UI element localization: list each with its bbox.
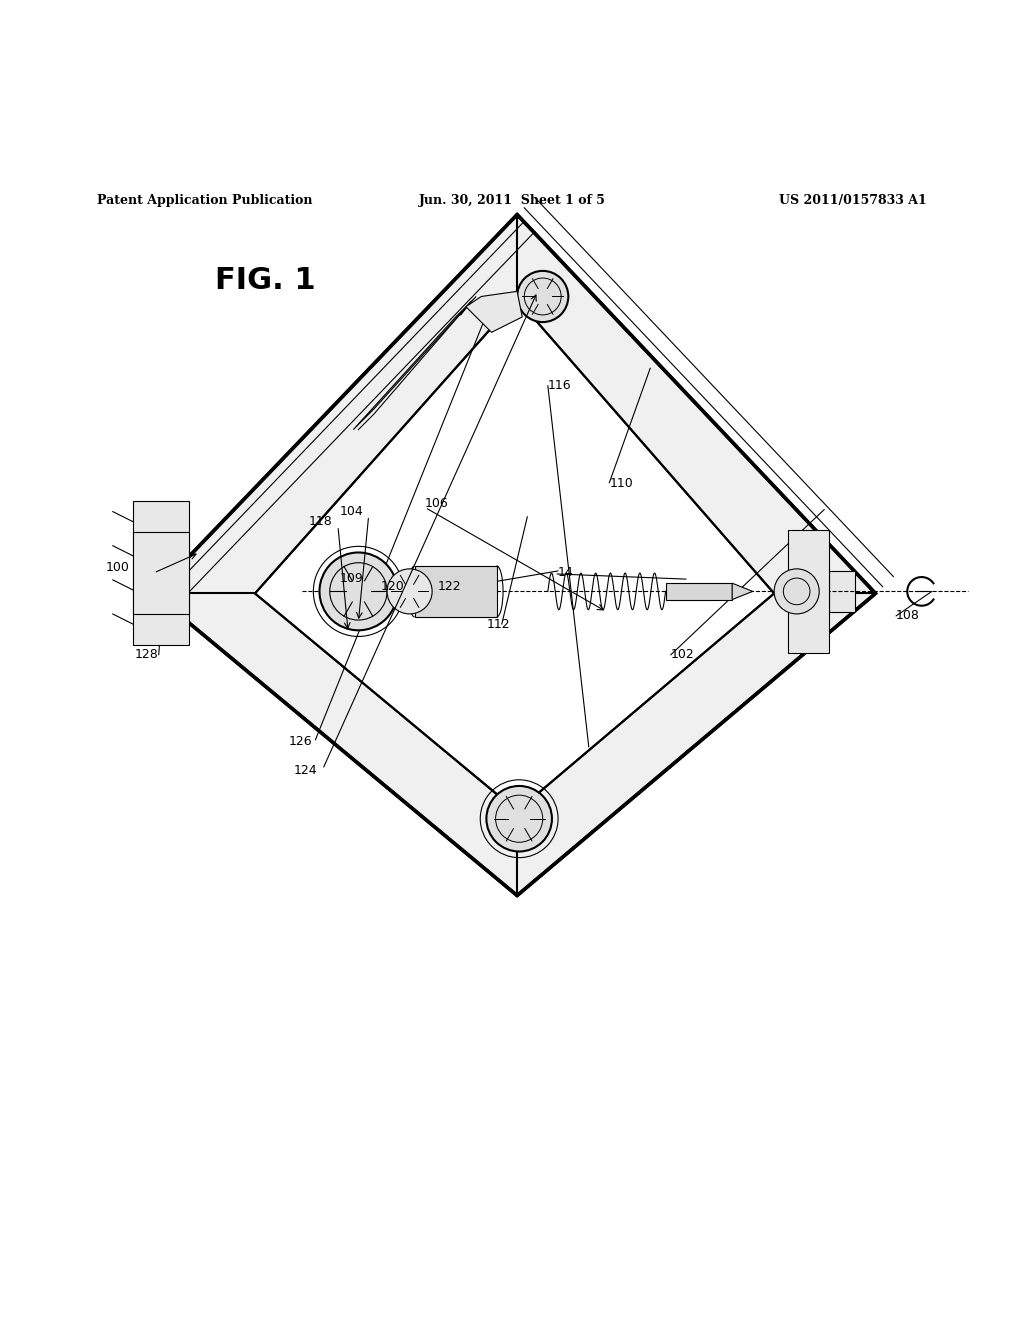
Polygon shape — [829, 572, 855, 612]
Text: 14: 14 — [558, 566, 573, 579]
Circle shape — [774, 569, 819, 614]
Text: 100: 100 — [105, 561, 130, 574]
Text: 118: 118 — [309, 515, 333, 528]
Text: 104: 104 — [340, 506, 364, 517]
Text: Patent Application Publication: Patent Application Publication — [97, 194, 312, 207]
Bar — [133, 532, 189, 614]
Polygon shape — [255, 300, 774, 810]
Bar — [415, 566, 497, 616]
Bar — [788, 529, 829, 653]
Text: 112: 112 — [486, 618, 510, 631]
Circle shape — [387, 569, 432, 614]
Bar — [666, 583, 732, 599]
Text: 110: 110 — [609, 478, 633, 490]
Text: 102: 102 — [671, 648, 694, 661]
Text: FIG. 1: FIG. 1 — [215, 265, 315, 294]
Bar — [133, 502, 189, 644]
Text: 128: 128 — [135, 648, 159, 661]
Polygon shape — [732, 583, 753, 599]
Text: Jun. 30, 2011  Sheet 1 of 5: Jun. 30, 2011 Sheet 1 of 5 — [419, 194, 605, 207]
Text: 122: 122 — [437, 579, 461, 593]
Circle shape — [517, 271, 568, 322]
Polygon shape — [154, 215, 876, 895]
Text: 106: 106 — [425, 496, 449, 510]
Text: 124: 124 — [294, 764, 317, 777]
Text: US 2011/0157833 A1: US 2011/0157833 A1 — [779, 194, 927, 207]
Text: 120: 120 — [381, 579, 404, 593]
Text: 126: 126 — [289, 735, 312, 748]
Circle shape — [319, 553, 397, 631]
Text: 109: 109 — [340, 572, 364, 585]
Text: 108: 108 — [896, 610, 920, 623]
Polygon shape — [353, 297, 476, 429]
Polygon shape — [466, 292, 522, 333]
Text: 116: 116 — [548, 379, 571, 392]
Circle shape — [486, 785, 552, 851]
